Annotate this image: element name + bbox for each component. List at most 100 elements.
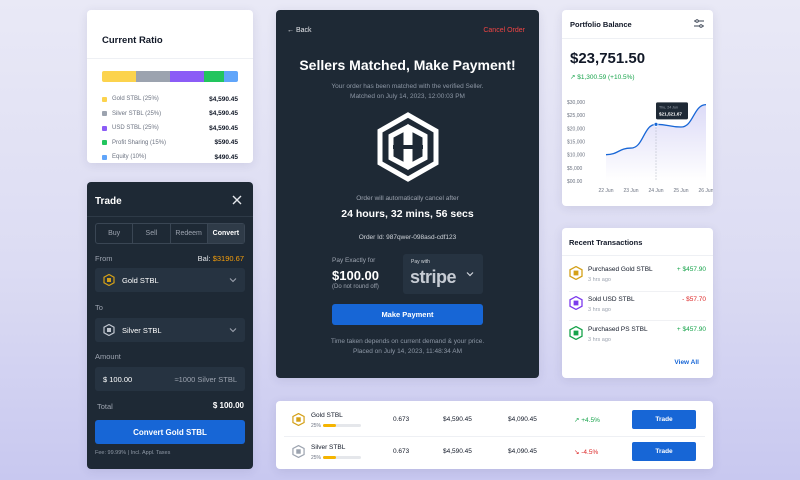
pay-amount: $100.00: [332, 268, 379, 283]
amount-label: Amount: [95, 352, 121, 361]
divider: [284, 436, 705, 437]
from-asset-select[interactable]: Gold STBL: [95, 268, 245, 292]
back-link[interactable]: ← Back: [287, 27, 312, 34]
usd-stbl-icon: [569, 296, 583, 310]
page-title: Sellers Matched, Make Payment!: [299, 57, 516, 73]
y-tick-label: $15,000: [567, 140, 585, 146]
ratio-row-value: $4,590.45: [209, 110, 238, 118]
chart-tooltip: Thu, 24 Jun $21,521.67: [656, 102, 688, 120]
ratio-row-value: $490.45: [214, 153, 239, 161]
divider: [562, 255, 713, 256]
x-tick-label: 25 Jun: [673, 188, 688, 194]
transaction-name: Purchased PS STBL: [588, 326, 648, 333]
swatch: [102, 111, 107, 117]
cancel-order-link[interactable]: Cancel Order: [483, 27, 525, 34]
filter-icon[interactable]: [694, 19, 704, 28]
asset-name: Silver STBL: [311, 444, 346, 451]
asset-value: $4,590.45: [443, 448, 472, 455]
swatch: [102, 125, 107, 131]
transaction-name: Purchased Gold STBL: [588, 266, 653, 273]
trade-tabs: Buy Sell Redeem Convert: [95, 223, 245, 244]
to-asset-select[interactable]: Silver STBL: [95, 318, 245, 342]
gold-stbl-icon: [569, 266, 583, 280]
countdown: 24 hours, 32 mins, 56 secs: [341, 208, 474, 220]
asset-value: $4,090.45: [508, 448, 537, 455]
stripe-logo: stripe: [410, 267, 457, 287]
tooltip-date: Thu, 24 Jun: [659, 105, 678, 109]
y-tick-label: $20,000: [567, 126, 585, 132]
tab-buy[interactable]: Buy: [96, 224, 134, 243]
y-tick-label: $25,000: [567, 113, 585, 119]
amount-input[interactable]: $ 100.00 ≈1000 Silver STBL: [95, 367, 245, 391]
from-label: From: [95, 254, 113, 263]
share-bar-fill: [323, 424, 337, 427]
trade-title: Trade: [95, 196, 122, 207]
x-tick-label: 26 Jun: [698, 188, 713, 194]
data-point[interactable]: [653, 121, 659, 127]
payment-provider-select[interactable]: Pay with stripe: [403, 254, 483, 294]
ratio-row-value: $4,590.45: [209, 124, 238, 132]
chevron-down-icon: [229, 278, 237, 283]
order-id: Order Id: 987qwer-098asd-cdf123: [358, 234, 457, 241]
pay-with-label: Pay with: [411, 259, 430, 265]
trade-button[interactable]: Trade: [632, 442, 696, 461]
transaction-item[interactable]: Purchased PS STBL 3 hrs ago + $457.90: [569, 324, 706, 350]
ratio-segment-gold: [102, 71, 136, 82]
ps-stbl-icon: [569, 326, 583, 340]
gold-stbl-icon: [103, 274, 115, 286]
ratio-title: Current Ratio: [102, 35, 163, 46]
tab-convert[interactable]: Convert: [207, 224, 244, 243]
divider: [87, 58, 253, 59]
recent-title: Recent Transactions: [569, 238, 643, 247]
ratio-row: Equity (10%) $490.45: [102, 150, 238, 165]
ratio-row-value: $590.45: [214, 139, 239, 147]
arrow-left-icon: ←: [287, 27, 294, 34]
trade-button[interactable]: Trade: [632, 410, 696, 429]
to-label: To: [95, 303, 103, 312]
ratio-segment-silver: [136, 71, 170, 82]
gold-stbl-icon: [292, 413, 305, 426]
ratio-row-name: Equity (10%): [112, 154, 147, 161]
make-payment-button[interactable]: Make Payment: [332, 304, 483, 325]
transaction-time: 3 hrs ago: [588, 337, 611, 343]
asset-price: 0.673: [393, 448, 410, 455]
close-icon[interactable]: [231, 194, 243, 206]
total-label: Total: [97, 402, 113, 411]
ratio-segment-usd: [170, 71, 204, 82]
to-asset-name: Silver STBL: [122, 325, 162, 335]
portfolio-change: ↗ $1,300.59 (+10.5%): [570, 73, 635, 81]
swatch: [102, 154, 107, 160]
transaction-amount: + $457.90: [676, 266, 706, 273]
portfolio-card: Portfolio Balance $23,751.50 ↗ $1,300.59…: [562, 10, 713, 206]
recent-transactions-card: Recent Transactions Purchased Gold STBL …: [562, 228, 713, 378]
balance-label: Bal:: [197, 254, 211, 263]
x-tick-label: 24 Jun: [648, 188, 663, 194]
match-info: Your order has been matched with the ver…: [296, 82, 519, 102]
amount-converted: ≈1000 Silver STBL: [174, 374, 237, 384]
transaction-item[interactable]: Sold USD STBL 3 hrs ago - $57.70: [569, 294, 706, 320]
ratio-bar: [102, 71, 238, 82]
ratio-row-name: USD STBL (25%): [112, 125, 159, 132]
convert-button[interactable]: Convert Gold STBL: [95, 420, 245, 444]
tab-sell[interactable]: Sell: [133, 224, 171, 243]
trend-up-icon: ↗: [570, 74, 576, 81]
asset-change-value: +4.5%: [581, 417, 600, 424]
ratio-segment-profit: [204, 71, 225, 82]
current-ratio-card: Current Ratio Gold STBL (25%) $4,590.45 S…: [87, 10, 253, 163]
asset-share: 25%: [311, 455, 322, 461]
view-all-link[interactable]: View All: [674, 359, 699, 366]
pay-note: (Do not round off): [332, 284, 379, 290]
ratio-segment-equity: [224, 71, 238, 82]
asset-share: 25%: [311, 423, 322, 429]
tooltip-value: $21,521.67: [659, 111, 682, 116]
balance: Bal: $3190.67: [198, 254, 244, 263]
ratio-row-name: Silver STBL (25%): [112, 110, 162, 117]
asset-value: $4,090.45: [508, 416, 537, 423]
transaction-item[interactable]: Purchased Gold STBL 3 hrs ago + $457.90: [569, 264, 706, 290]
y-tick-label: $30,000: [567, 100, 585, 106]
asset-price: 0.673: [393, 416, 410, 423]
fee-text: Fee: 99.99% | Incl. Appl. Taxes: [95, 450, 171, 456]
asset-change-value: -4.5%: [581, 449, 599, 456]
tab-redeem[interactable]: Redeem: [171, 224, 208, 243]
portfolio-change-value: $1,300.59 (+10.5%): [577, 74, 635, 81]
